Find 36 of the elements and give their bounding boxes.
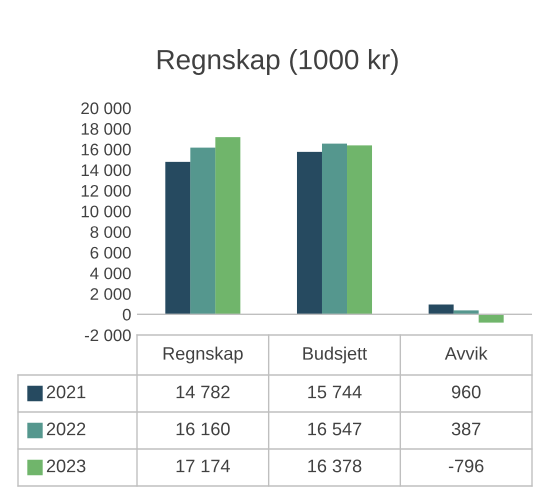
bar [215, 137, 240, 314]
data-label: 16 547 [308, 422, 362, 436]
data-label: 14 782 [176, 386, 230, 398]
bar [165, 162, 190, 314]
legend-label: 2022 [46, 422, 86, 436]
y-tick-label: 10 000 [82, 206, 131, 218]
y-tick-label: 20 000 [81, 102, 131, 114]
bar [190, 148, 216, 314]
data-label: -796 [448, 460, 484, 472]
data-label: 16 160 [176, 422, 230, 436]
y-tick-label: 14 000 [82, 164, 131, 176]
legend-label: 2023 [46, 460, 86, 472]
y-tick-label: 18 000 [82, 123, 131, 135]
y-tick-label: 12 000 [82, 184, 131, 197]
y-tick-label: 0 [122, 308, 131, 321]
x-tick-label: Regnskap [164, 346, 243, 364]
bar [347, 145, 372, 314]
x-tick-label: Avvik [444, 346, 488, 360]
bar [322, 144, 348, 314]
y-tick-label: 16 000 [82, 144, 131, 156]
data-label: 15 744 [308, 386, 362, 398]
legend-label: 2021 [46, 386, 86, 398]
bar [428, 304, 454, 314]
data-label: 387 [452, 422, 480, 436]
y-tick-label: 6 000 [90, 246, 131, 259]
y-tick-label: -2 000 [84, 329, 131, 342]
x-tick-label: Budsjett [303, 346, 367, 364]
data-label: 17 174 [176, 460, 230, 472]
y-tick-label: 2 000 [90, 288, 131, 300]
bar [296, 152, 322, 314]
bar [478, 314, 504, 323]
y-tick-label: 8 000 [90, 226, 131, 238]
y-tick-label: 4 000 [90, 267, 131, 280]
chart-title: Regnskap (1000 kr) [158, 49, 398, 75]
data-label: 16 378 [308, 460, 362, 472]
data-label: 960 [452, 386, 481, 398]
